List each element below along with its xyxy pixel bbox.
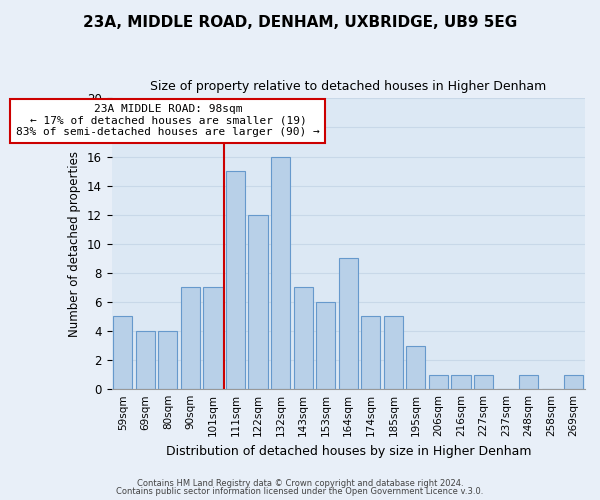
Bar bbox=[271, 156, 290, 389]
Bar bbox=[181, 288, 200, 389]
Bar bbox=[406, 346, 425, 389]
Bar bbox=[316, 302, 335, 389]
Bar bbox=[158, 331, 178, 389]
X-axis label: Distribution of detached houses by size in Higher Denham: Distribution of detached houses by size … bbox=[166, 444, 531, 458]
Bar bbox=[203, 288, 223, 389]
Y-axis label: Number of detached properties: Number of detached properties bbox=[68, 151, 81, 337]
Bar bbox=[338, 258, 358, 389]
Text: Contains public sector information licensed under the Open Government Licence v.: Contains public sector information licen… bbox=[116, 487, 484, 496]
Bar bbox=[564, 374, 583, 389]
Bar bbox=[248, 214, 268, 389]
Bar bbox=[293, 288, 313, 389]
Title: Size of property relative to detached houses in Higher Denham: Size of property relative to detached ho… bbox=[150, 80, 547, 93]
Bar bbox=[519, 374, 538, 389]
Bar bbox=[361, 316, 380, 389]
Bar bbox=[451, 374, 470, 389]
Bar bbox=[429, 374, 448, 389]
Text: 23A MIDDLE ROAD: 98sqm
← 17% of detached houses are smaller (19)
83% of semi-det: 23A MIDDLE ROAD: 98sqm ← 17% of detached… bbox=[16, 104, 320, 138]
Bar bbox=[226, 171, 245, 389]
Bar bbox=[384, 316, 403, 389]
Bar bbox=[136, 331, 155, 389]
Text: 23A, MIDDLE ROAD, DENHAM, UXBRIDGE, UB9 5EG: 23A, MIDDLE ROAD, DENHAM, UXBRIDGE, UB9 … bbox=[83, 15, 517, 30]
Bar bbox=[113, 316, 133, 389]
Bar bbox=[474, 374, 493, 389]
Text: Contains HM Land Registry data © Crown copyright and database right 2024.: Contains HM Land Registry data © Crown c… bbox=[137, 478, 463, 488]
